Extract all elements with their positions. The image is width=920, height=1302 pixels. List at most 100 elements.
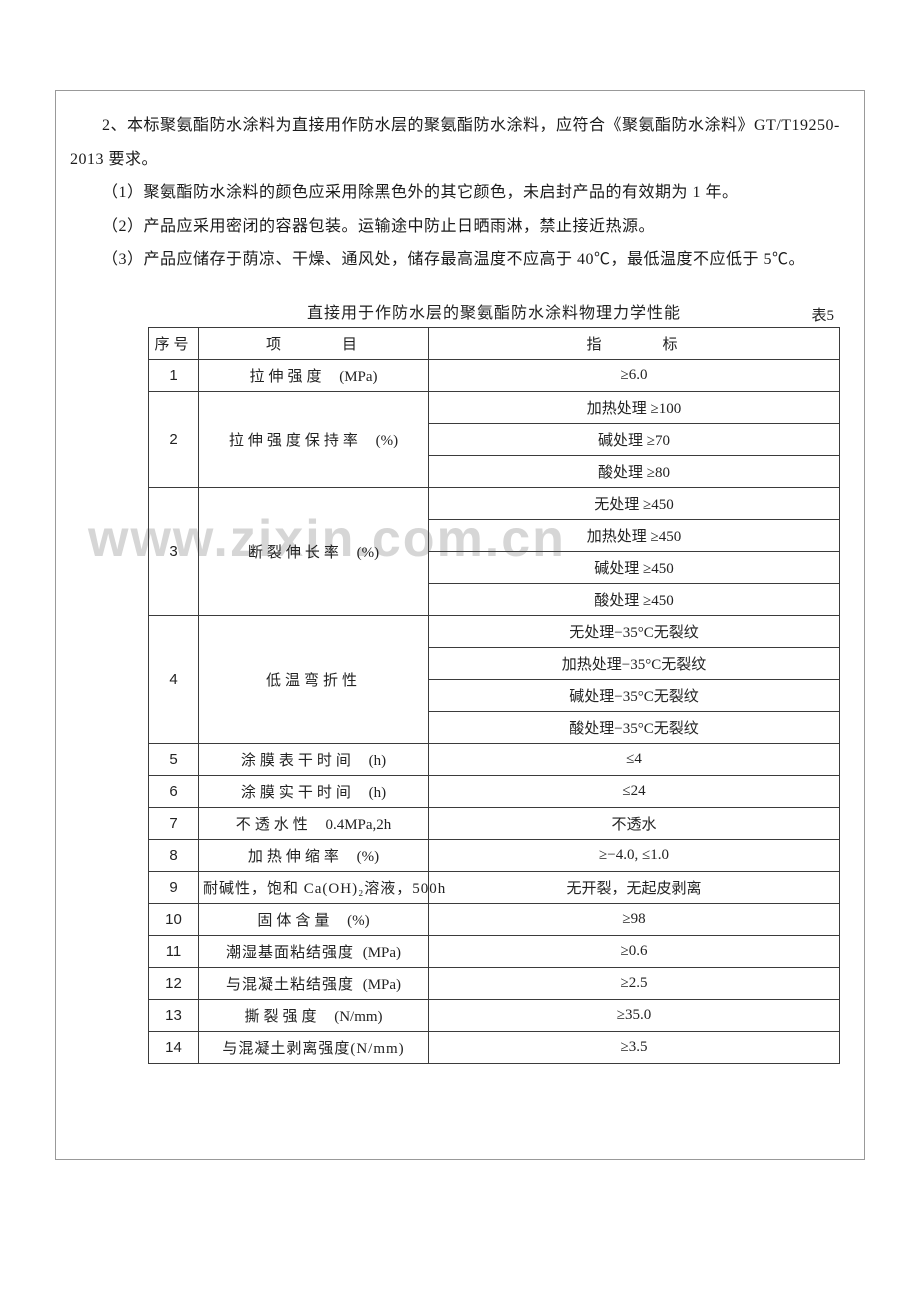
- cell-index: 10: [149, 903, 199, 935]
- item-text: 低温弯折性: [266, 673, 361, 689]
- cell-indicator: 无处理 ≥450: [429, 487, 840, 519]
- cell-indicator: ≥2.5: [429, 967, 840, 999]
- table-row: 7 不透水性 0.4MPa,2h 不透水: [149, 807, 840, 839]
- item-unit: (%): [357, 545, 380, 561]
- item-unit: (MPa): [363, 945, 401, 961]
- table-row: 1 拉伸强度 (MPa) ≥6.0: [149, 359, 840, 391]
- cell-item: 不透水性 0.4MPa,2h: [199, 807, 429, 839]
- table-row: 4 低温弯折性 无处理−35°C无裂纹: [149, 615, 840, 647]
- cell-index: 1: [149, 359, 199, 391]
- cell-indicator: 碱处理−35°C无裂纹: [429, 679, 840, 711]
- item-text: 涂膜实干时间: [241, 785, 355, 801]
- header-index: 序号: [149, 327, 199, 359]
- item-unit: (MPa): [339, 369, 377, 385]
- item-text: 不透水性: [236, 817, 312, 833]
- table-row: 5 涂膜表干时间 (h) ≤4: [149, 743, 840, 775]
- cell-index: 7: [149, 807, 199, 839]
- cell-index: 9: [149, 871, 199, 903]
- paragraph-2: （1）聚氨酯防水涂料的颜色应采用除黑色外的其它颜色，未启封产品的有效期为 1 年…: [70, 176, 850, 210]
- table-title: 直接用于作防水层的聚氨酯防水涂料物理力学性能: [307, 299, 681, 323]
- table-header-row: 序号 项 目 指 标: [149, 327, 840, 359]
- cell-item: 与混凝土粘结强度 (MPa): [199, 967, 429, 999]
- document-frame: 2、本标聚氨酯防水涂料为直接用作防水层的聚氨酯防水涂料，应符合《聚氨酯防水涂料》…: [55, 90, 865, 1160]
- table-row: 8 加热伸缩率 (%) ≥−4.0, ≤1.0: [149, 839, 840, 871]
- item-text: 撕裂强度: [244, 1009, 320, 1025]
- item-text: 与混凝土粘结强度: [226, 977, 354, 993]
- cell-item: 加热伸缩率 (%): [199, 839, 429, 871]
- cell-index: 14: [149, 1031, 199, 1063]
- item-unit: (MPa): [363, 977, 401, 993]
- cell-indicator: ≥6.0: [429, 359, 840, 391]
- table-row: 2 拉伸强度保持率 (%) 加热处理 ≥100: [149, 391, 840, 423]
- cell-indicator: ≥98: [429, 903, 840, 935]
- item-unit: (h): [369, 753, 387, 769]
- cell-index: 3: [149, 487, 199, 615]
- cell-item: 拉伸强度保持率 (%): [199, 391, 429, 487]
- item-text: 加热伸缩率: [248, 849, 343, 865]
- cell-indicator: 酸处理 ≥450: [429, 583, 840, 615]
- item-text: 拉伸强度保持率: [229, 433, 362, 449]
- header-item: 项 目: [199, 327, 429, 359]
- cell-index: 2: [149, 391, 199, 487]
- cell-item: 耐碱性，饱和 Ca(OH)₂溶液，500h: [199, 871, 429, 903]
- cell-item: 拉伸强度 (MPa): [199, 359, 429, 391]
- cell-indicator: 碱处理 ≥450: [429, 551, 840, 583]
- cell-indicator: ≥−4.0, ≤1.0: [429, 839, 840, 871]
- cell-indicator: ≤4: [429, 743, 840, 775]
- cell-indicator: ≥3.5: [429, 1031, 840, 1063]
- cell-item: 低温弯折性: [199, 615, 429, 743]
- table-title-row: 直接用于作防水层的聚氨酯防水涂料物理力学性能 表5: [148, 299, 840, 323]
- cell-item: 与混凝土剥离强度(N/mm): [199, 1031, 429, 1063]
- table-row: 9 耐碱性，饱和 Ca(OH)₂溶液，500h 无开裂，无起皮剥离: [149, 871, 840, 903]
- cell-indicator: ≤24: [429, 775, 840, 807]
- cell-indicator: 不透水: [429, 807, 840, 839]
- item-text: 固体含量: [257, 913, 333, 929]
- cell-index: 11: [149, 935, 199, 967]
- cell-indicator: 碱处理 ≥70: [429, 423, 840, 455]
- spec-table: 序号 项 目 指 标 1 拉伸强度 (MPa) ≥6.0 2 拉伸强度保持率 (…: [148, 327, 840, 1064]
- item-unit: (%): [347, 913, 370, 929]
- item-text: 潮湿基面粘结强度: [226, 945, 354, 961]
- table-row: 3 断裂伸长率 (%) 无处理 ≥450: [149, 487, 840, 519]
- cell-indicator: ≥35.0: [429, 999, 840, 1031]
- cell-item: 固体含量 (%): [199, 903, 429, 935]
- item-unit: (%): [357, 849, 380, 865]
- cell-index: 13: [149, 999, 199, 1031]
- table-row: 6 涂膜实干时间 (h) ≤24: [149, 775, 840, 807]
- cell-indicator: ≥0.6: [429, 935, 840, 967]
- cell-indicator: 酸处理 ≥80: [429, 455, 840, 487]
- paragraph-4: （3）产品应储存于荫凉、干燥、通风处，储存最高温度不应高于 40℃，最低温度不应…: [70, 243, 850, 277]
- cell-item: 涂膜表干时间 (h): [199, 743, 429, 775]
- cell-index: 8: [149, 839, 199, 871]
- table-row: 12 与混凝土粘结强度 (MPa) ≥2.5: [149, 967, 840, 999]
- item-text: 涂膜表干时间: [241, 753, 355, 769]
- item-unit: (h): [369, 785, 387, 801]
- item-unit: 0.4MPa,2h: [325, 817, 391, 833]
- cell-item: 撕裂强度 (N/mm): [199, 999, 429, 1031]
- item-text: 拉伸强度: [249, 369, 325, 385]
- item-unit: (%): [376, 433, 399, 449]
- cell-index: 6: [149, 775, 199, 807]
- cell-index: 4: [149, 615, 199, 743]
- cell-item: 潮湿基面粘结强度 (MPa): [199, 935, 429, 967]
- table-row: 10 固体含量 (%) ≥98: [149, 903, 840, 935]
- cell-indicator: 加热处理−35°C无裂纹: [429, 647, 840, 679]
- cell-index: 12: [149, 967, 199, 999]
- paragraph-3: （2）产品应采用密闭的容器包装。运输途中防止日晒雨淋，禁止接近热源。: [70, 210, 850, 244]
- cell-indicator: 无处理−35°C无裂纹: [429, 615, 840, 647]
- table-row: 14 与混凝土剥离强度(N/mm) ≥3.5: [149, 1031, 840, 1063]
- header-indicator: 指 标: [429, 327, 840, 359]
- cell-item: 断裂伸长率 (%): [199, 487, 429, 615]
- cell-indicator: 酸处理−35°C无裂纹: [429, 711, 840, 743]
- table-row: 13 撕裂强度 (N/mm) ≥35.0: [149, 999, 840, 1031]
- table-row: 11 潮湿基面粘结强度 (MPa) ≥0.6: [149, 935, 840, 967]
- table-number-label: 表5: [811, 304, 834, 325]
- cell-indicator: 加热处理 ≥450: [429, 519, 840, 551]
- cell-indicator: 加热处理 ≥100: [429, 391, 840, 423]
- cell-index: 5: [149, 743, 199, 775]
- paragraph-1: 2、本标聚氨酯防水涂料为直接用作防水层的聚氨酯防水涂料，应符合《聚氨酯防水涂料》…: [70, 109, 850, 176]
- cell-item: 涂膜实干时间 (h): [199, 775, 429, 807]
- table-5-wrapper: www.zixin.com.cn 直接用于作防水层的聚氨酯防水涂料物理力学性能 …: [148, 299, 840, 1064]
- item-text: 断裂伸长率: [248, 545, 343, 561]
- cell-indicator: 无开裂，无起皮剥离: [429, 871, 840, 903]
